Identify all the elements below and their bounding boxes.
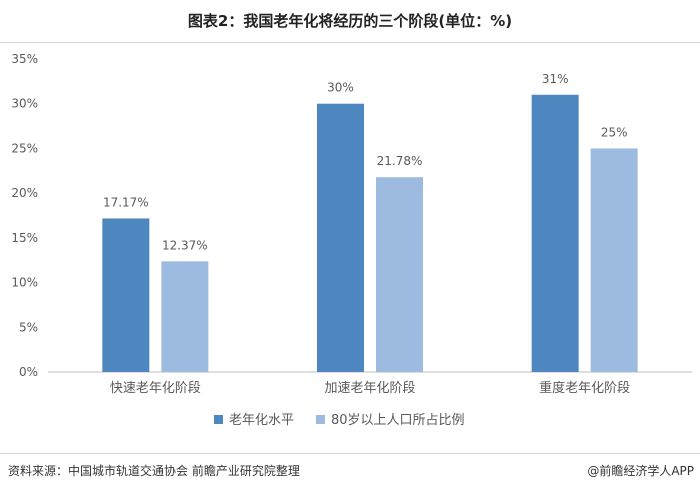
y-tick-label: 20% [11, 186, 38, 200]
legend-swatch-2 [316, 415, 325, 424]
y-tick-label: 25% [11, 141, 38, 155]
legend-label-2: 80岁以上人口所占比例 [331, 413, 465, 428]
data-label: 17.17% [103, 195, 149, 209]
data-label: 30% [327, 81, 354, 95]
y-tick-label: 35% [11, 52, 38, 66]
data-label: 12.37% [162, 238, 208, 252]
legend-swatch-1 [214, 415, 223, 424]
credit-note: @前瞻经济学人APP [587, 464, 694, 478]
y-tick-label: 15% [11, 231, 38, 245]
y-tick-label: 10% [11, 276, 38, 290]
bar-1-2 [317, 103, 364, 372]
x-category-label: 加速老年化阶段 [324, 381, 415, 396]
data-label: 25% [601, 125, 628, 139]
source-note: 资料来源：中国城市轨道交通协会 前瞻产业研究院整理 [8, 464, 300, 478]
bar-1-1 [102, 218, 150, 372]
chart-title: 图表2：我国老年化将经历的三个阶段(单位：%) [187, 12, 513, 30]
data-label: 21.78% [377, 154, 423, 168]
bar-1-3 [531, 94, 579, 373]
x-category-label: 快速老年化阶段 [110, 381, 201, 396]
bottom-divider [0, 453, 700, 454]
data-label: 31% [542, 72, 569, 86]
bar-2-1 [161, 261, 209, 372]
legend-label-1: 老年化水平 [229, 413, 294, 428]
y-tick-label: 0% [19, 365, 38, 379]
bar-2-2 [376, 177, 423, 372]
y-tick-label: 5% [19, 320, 38, 334]
bar-2-3 [590, 148, 638, 372]
bar-chart: 0% 5% 10% 15% 20% 25% 30% 35% 17.17% 12.37% 快速老年化阶… [11, 52, 692, 428]
x-category-label: 重度老年化阶段 [539, 380, 630, 396]
y-tick-label: 30% [11, 97, 38, 111]
top-divider [0, 42, 700, 43]
